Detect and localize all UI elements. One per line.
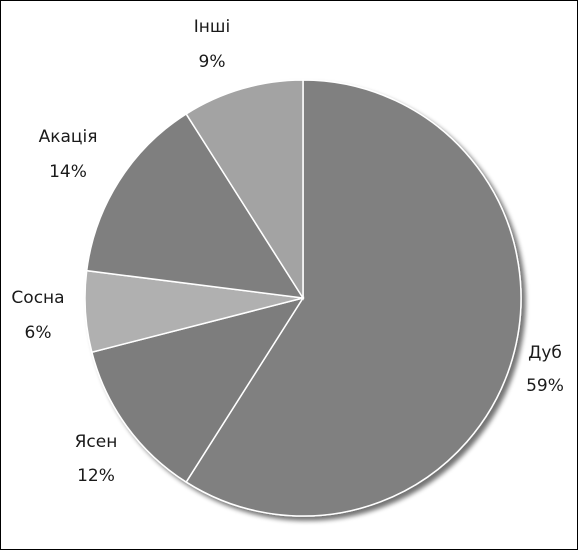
slice-percent-label: 14%	[49, 162, 87, 182]
slice-name-label: Дуб	[528, 343, 562, 363]
pie-slices	[84, 79, 522, 517]
slice-label-3: Сосна 6%	[11, 288, 64, 343]
slice-4	[85, 112, 305, 299]
slice-name-label: Сосна	[11, 288, 64, 308]
slice-5	[185, 79, 304, 301]
slice-percent-label: 9%	[199, 52, 226, 72]
slice-percent-label: 6%	[25, 323, 52, 343]
slice-name-label: Інші	[194, 17, 230, 37]
slice-percent-label: 12%	[77, 466, 115, 486]
slice-label-2: Ясен 12%	[75, 432, 118, 486]
pie-labels: Дуб 59% Ясен 12% Сосна 6% Акація 14% Інші 9%	[11, 17, 563, 486]
slice-label-4: Акація 14%	[39, 127, 98, 182]
slice-1	[185, 79, 522, 517]
slice-name-label: Акація	[39, 127, 98, 147]
slice-label-5: Інші 9%	[194, 17, 230, 72]
slice-percent-label: 59%	[526, 376, 564, 396]
slice-2	[90, 296, 305, 484]
slice-label-1: Дуб 59%	[526, 343, 564, 396]
slice-name-label: Ясен	[75, 432, 118, 452]
